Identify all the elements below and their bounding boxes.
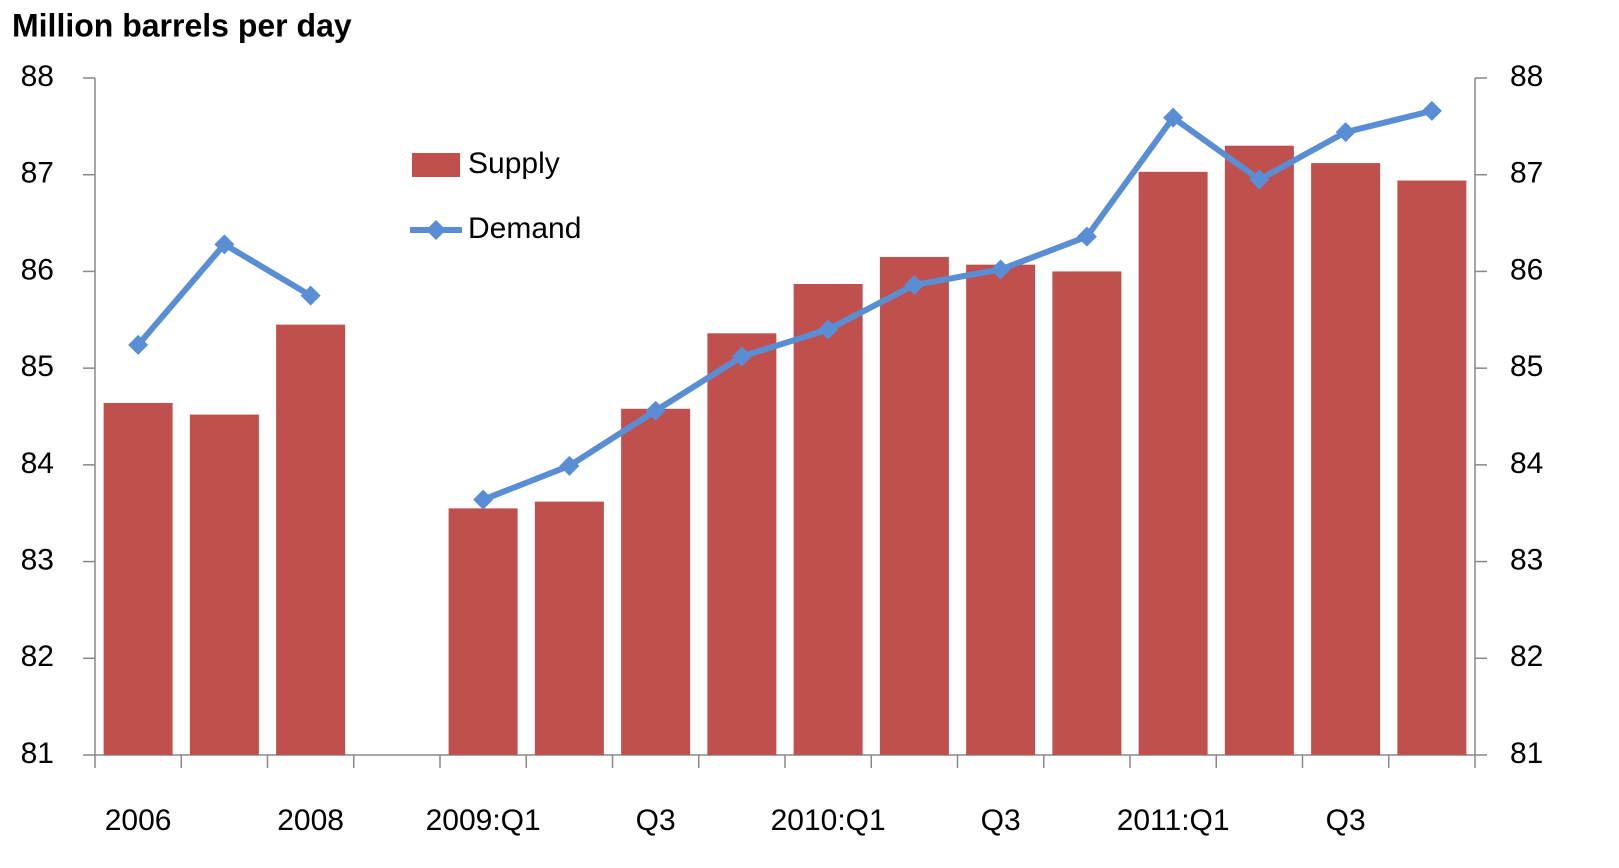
- bar: [534, 501, 604, 755]
- bar: [103, 402, 173, 755]
- y2-tick-label: 83: [1510, 543, 1543, 576]
- y-tick-label: 87: [21, 157, 54, 190]
- marker: [731, 346, 752, 367]
- y2-tick-label: 82: [1510, 640, 1543, 673]
- x-tick-label: Q3: [1326, 804, 1366, 837]
- legend-label: Demand: [468, 212, 581, 245]
- legend-swatch: [412, 153, 460, 177]
- marker: [1163, 107, 1184, 128]
- y-tick-label: 82: [21, 640, 54, 673]
- bar: [966, 264, 1036, 755]
- x-tick-label: Q3: [981, 804, 1021, 837]
- marker: [904, 274, 925, 295]
- line: [482, 107, 1433, 503]
- y2-tick-label: 87: [1510, 157, 1543, 190]
- x-tick-label: 2009:Q1: [426, 804, 541, 837]
- bar: [1052, 271, 1122, 755]
- x-tick-label: 2008: [277, 804, 344, 837]
- y-tick-label: 85: [21, 350, 54, 383]
- bar: [189, 414, 259, 755]
- y-tick-label: 83: [21, 543, 54, 576]
- bar: [1224, 145, 1294, 755]
- x-tick-label: 2010:Q1: [771, 804, 886, 837]
- marker: [559, 455, 580, 476]
- marker: [1249, 169, 1270, 190]
- legend-label: Supply: [468, 147, 560, 180]
- x-tick-label: 2006: [105, 804, 172, 837]
- marker: [1421, 100, 1442, 121]
- bar: [1311, 163, 1381, 755]
- bar: [276, 324, 346, 755]
- marker: [1335, 122, 1356, 143]
- bar: [707, 333, 777, 755]
- x-tick-label: 2011:Q1: [1117, 804, 1230, 837]
- marker: [990, 259, 1011, 280]
- marker: [818, 319, 839, 340]
- marker: [128, 334, 149, 355]
- marker: [645, 400, 666, 421]
- y2-tick-label: 85: [1510, 350, 1543, 383]
- marker: [300, 285, 321, 306]
- y-tick-label: 81: [21, 737, 54, 770]
- y-tick-label: 88: [21, 60, 54, 93]
- bar: [879, 256, 949, 755]
- y-tick-label: 86: [21, 253, 54, 286]
- y2-tick-label: 81: [1510, 737, 1543, 770]
- y2-tick-label: 86: [1510, 253, 1543, 286]
- y2-tick-label: 88: [1510, 60, 1543, 93]
- bar: [1397, 180, 1467, 755]
- marker: [214, 234, 235, 255]
- y2-tick-label: 84: [1510, 447, 1543, 480]
- bar: [1138, 171, 1208, 755]
- x-tick-label: Q3: [636, 804, 676, 837]
- bar: [793, 284, 863, 755]
- bar: [621, 408, 691, 755]
- legend-marker: [426, 220, 446, 240]
- y-tick-label: 84: [21, 447, 54, 480]
- chart-title: Million barrels per day: [12, 7, 352, 43]
- marker: [1076, 226, 1097, 247]
- marker: [473, 489, 494, 510]
- bar: [448, 508, 518, 755]
